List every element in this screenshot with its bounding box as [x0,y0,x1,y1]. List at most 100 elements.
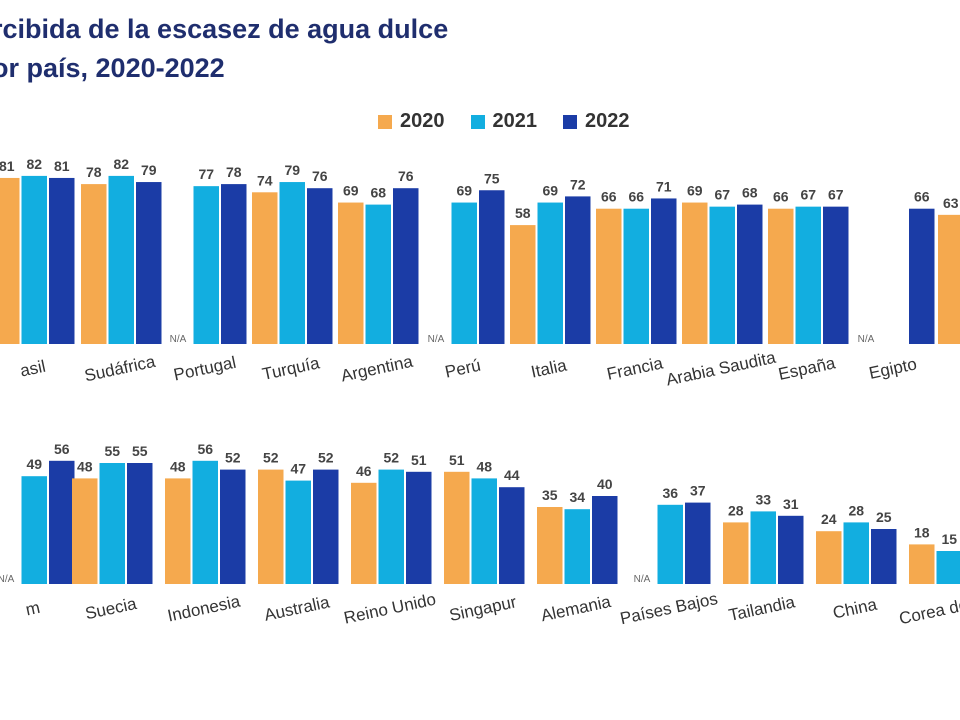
bar-p1-5-2020 [444,471,470,584]
bar-p1-3-2021 [285,480,311,584]
bar-p0-8-2020 [682,202,708,344]
bar-p1-0-2021 [21,476,47,584]
data-label-p0-8-2022: 68 [742,185,758,201]
data-label-p0-3-2021: 79 [284,162,300,178]
data-label-p0-0-2020: 81 [0,158,15,174]
data-label-p1-7-2021: 36 [662,485,678,501]
data-label-p0-4-2022: 76 [398,168,414,184]
na-label: N/A [634,574,651,585]
category-label: m [24,598,42,620]
data-label-p1-10-2021: 15 [941,531,957,547]
bar-p1-6-2022 [592,496,618,584]
data-label-p1-8-2022: 31 [783,496,799,512]
legend-label-2022: 2022 [585,110,630,132]
bar-p0-6-2021 [537,202,563,344]
data-label-p0-9-2020: 66 [773,189,789,205]
bar-p0-4-2020 [338,202,364,344]
data-label-p1-2-2022: 52 [225,450,241,466]
bar-p0-5-2022 [479,190,505,344]
data-label-p0-3-2022: 76 [312,168,328,184]
data-label-p0-6-2022: 72 [570,176,586,192]
bar-p1-4-2022 [406,471,432,584]
category-label: Perú [443,356,482,382]
data-label-p1-6-2022: 40 [597,476,613,492]
legend-label-2020: 2020 [400,110,445,132]
data-label-p0-6-2021: 69 [542,183,558,199]
data-label-p1-7-2022: 37 [690,483,706,499]
bar-p1-4-2020 [351,482,377,584]
category-label: Suecia [83,594,138,624]
bar-p1-4-2021 [378,469,404,584]
bar-p1-2-2022 [220,469,246,584]
legend-swatch-2021 [470,114,485,129]
bar-p0-8-2022 [737,204,763,344]
data-label-p1-2-2020: 48 [170,458,186,474]
data-label-p1-6-2020: 35 [542,487,558,503]
bar-p1-0-2022 [49,460,75,584]
data-label-p1-10-2020: 18 [914,524,930,540]
category-label: Turquía [261,353,322,384]
category-label: España [777,353,838,384]
legend-swatch-2020 [378,114,392,129]
bar-p0-1-2020 [81,184,107,344]
data-label-p1-0-2021: 49 [26,456,42,472]
category-label: Reino Unido [342,590,437,628]
bar-p1-6-2021 [564,509,590,584]
bar-p1-2-2020 [165,478,191,584]
data-label-p1-4-2022: 51 [411,452,427,468]
category-label: Arabia Saudita [664,348,778,390]
data-label-p1-9-2020: 24 [821,511,837,527]
bar-p1-8-2021 [750,511,776,584]
data-label-p0-8-2020: 69 [687,183,703,199]
category-label: China [831,595,879,623]
bar-p1-9-2020 [816,531,842,584]
data-label-p0-6-2020: 58 [515,205,531,221]
chart-title: rcibida de la escasez de agua dulce [0,14,449,44]
bar-p0-8-2021 [709,206,735,344]
data-label-p0-5-2022: 75 [484,170,500,186]
bar-p0-3-2022 [307,188,333,344]
data-label-p0-5-2021: 69 [456,183,472,199]
bar-p0-9-2021 [795,206,821,344]
bar-p0-3-2020 [252,192,278,344]
na-label: N/A [858,334,875,345]
data-label-p1-9-2021: 28 [848,502,864,518]
data-label-p1-2-2021: 56 [197,441,213,457]
bar-p0-7-2021 [623,208,649,344]
bar-p0-1-2021 [108,175,134,344]
data-label-p0-3-2020: 74 [257,172,273,188]
bar-p0-9-2022 [823,206,849,344]
category-label: Egipto [867,354,918,383]
bar-p1-1-2022 [127,463,153,584]
data-label-p1-6-2021: 34 [569,489,585,505]
data-label-p0-11-2020: 63 [943,195,959,211]
bar-p1-7-2022 [685,502,711,584]
category-label: Italia [529,355,569,381]
data-label-p1-5-2020: 51 [449,452,465,468]
data-label-p0-9-2022: 67 [828,187,844,203]
data-label-p0-9-2021: 67 [800,187,816,203]
category-label: Alemania [539,592,613,625]
data-label-p0-8-2021: 67 [714,187,730,203]
data-label-p0-4-2020: 69 [343,183,359,199]
legend-item-2022: 2022 [563,110,630,133]
bar-p1-5-2022 [499,487,525,584]
legend: 2020 2021 2022 [378,110,630,133]
data-label-p1-3-2021: 47 [290,461,306,477]
data-label-p1-4-2021: 52 [383,450,399,466]
bar-p0-5-2021 [451,202,477,344]
bar-p0-6-2020 [510,225,536,344]
data-label-p0-2-2022: 78 [226,164,242,180]
data-label-p0-0-2021: 82 [26,156,42,172]
category-label: Portugal [172,353,238,385]
category-label: Tailandia [727,592,797,625]
bar-p0-11-2020 [938,214,960,344]
category-label: Australia [263,592,332,624]
bar-p0-4-2022 [393,188,419,344]
legend-swatch-2022 [563,114,577,129]
bar-p1-6-2020 [537,507,563,584]
category-label: Corea del Su [897,589,960,628]
category-label: Francia [605,353,665,383]
data-label-p1-8-2020: 28 [728,502,744,518]
